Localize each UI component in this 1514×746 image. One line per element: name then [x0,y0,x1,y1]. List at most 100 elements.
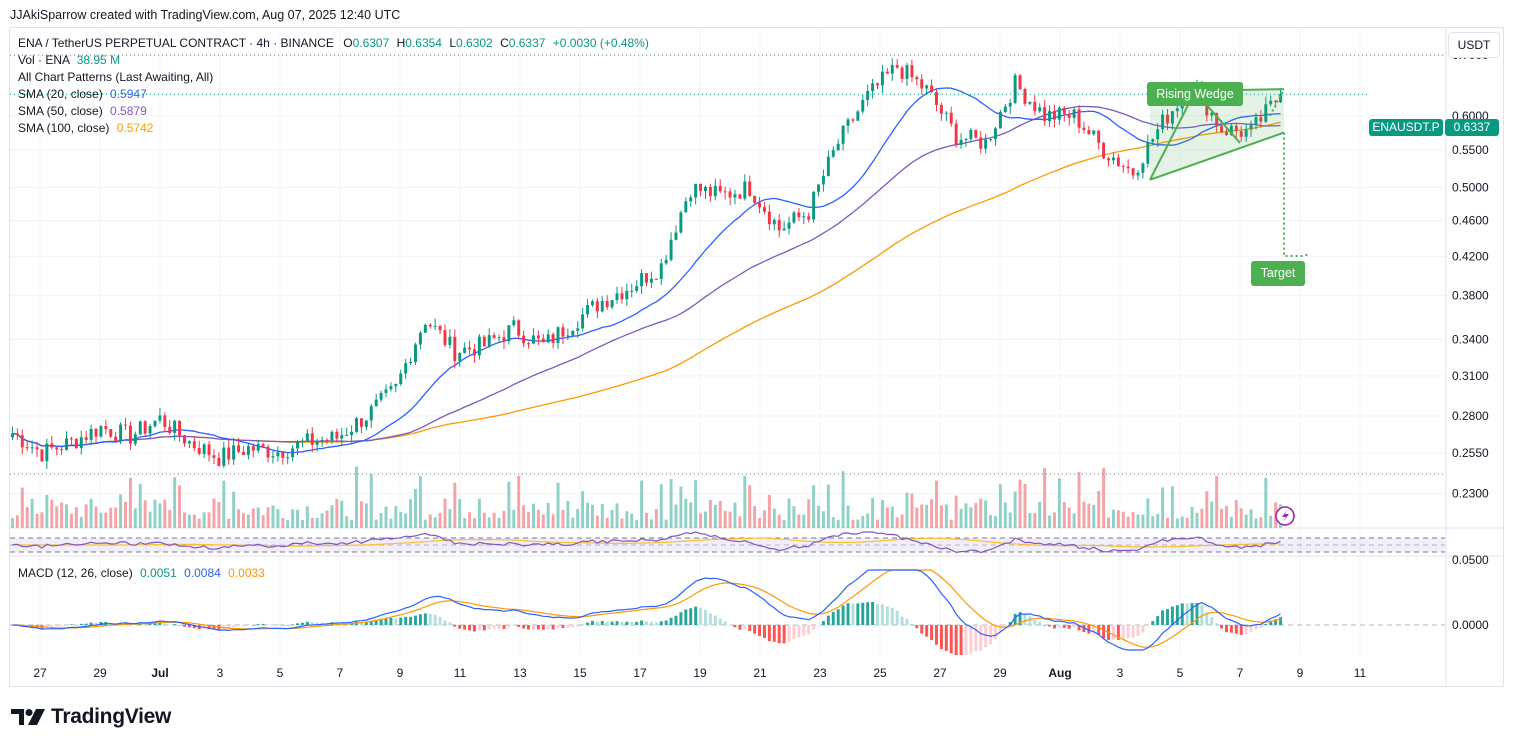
candle-body [1116,157,1120,166]
macd-histogram-bar [1062,625,1066,628]
volume-bar [880,499,884,528]
macd-histogram-bar [640,620,644,625]
candle-body [531,335,535,344]
candle-body [713,185,717,197]
volume-bar [590,504,594,528]
macd-histogram-bar [974,625,978,652]
macd-histogram-bar [1141,625,1145,633]
price-axis-label: 0.5500 [1452,143,1489,157]
macd-histogram-bar [163,623,167,625]
macd-histogram-bar [738,625,742,630]
volume-bar [586,502,589,528]
sma20-legend[interactable]: SMA (20, close) 0.5947 [18,86,147,103]
macd-legend[interactable]: MACD (12, 26, close) 0.0051 0.0084 0.003… [18,565,265,582]
macd-axis-label: 0.0000 [1452,618,1489,632]
macd-histogram-bar [512,625,516,626]
volume-bar [1161,487,1165,528]
volume-bar [959,508,963,528]
volume-bar [944,504,948,528]
candle-body [207,444,211,456]
macd-histogram-bar [762,625,766,639]
macd-histogram-bar [89,622,93,625]
volume-bar [25,507,29,528]
volume-bar [782,519,786,528]
volume-bar [124,501,127,528]
target-label[interactable]: Target [1251,261,1305,286]
macd-histogram-bar [300,622,304,625]
macd-histogram-bar [871,601,875,625]
candle-body [930,85,934,93]
volume-bar [910,493,914,528]
ohlc-low-label: L [449,36,457,50]
volume-bar [158,503,162,528]
patterns-legend[interactable]: All Chart Patterns (Last Awaiting, All) [18,69,213,86]
candle-body [802,216,806,218]
macd-histogram-bar [251,624,255,626]
macd-histogram-bar [276,624,280,626]
candle-body [104,426,108,430]
volume-bar [1028,513,1032,528]
time-axis-label: 27 [33,666,47,680]
candle-body [871,83,875,91]
lightning-icon[interactable] [1275,506,1295,526]
candle-body [1259,117,1263,122]
volume-bar [802,514,806,528]
sma50-legend[interactable]: SMA (50, close) 0.5879 [18,103,147,120]
candle-body [192,441,196,449]
candle-body [1126,166,1130,169]
volume-bar [276,509,280,528]
tradingview-logo[interactable]: TradingView [11,705,171,729]
macd-histogram-bar [1008,622,1012,625]
macd-histogram-bar [777,625,781,644]
candle-body [782,228,786,231]
volume-bar [65,504,68,528]
symbol-title[interactable]: ENA / TetherUS PERPETUAL CONTRACT · 4h ·… [18,36,334,50]
macd-label: MACD (12, 26, close) [18,566,133,580]
macd-histogram-bar [310,622,314,625]
candle-body [158,415,162,421]
macd-histogram-bar [286,625,290,626]
sma100-legend[interactable]: SMA (100, close) 0.5742 [18,120,153,137]
volume-bar [1234,499,1238,528]
macd-histogram-bar [192,625,196,629]
rising-wedge-label[interactable]: Rising Wedge [1147,82,1243,106]
candle-body [964,138,968,140]
macd-histogram-bar [787,625,791,642]
volume-bar [836,519,840,528]
candle-body [359,418,363,427]
volume-bar [404,513,408,528]
ohlc-open-label: O [343,36,353,50]
volume-bar [433,517,437,528]
volume-bar [325,510,329,528]
macd-histogram-bar [561,625,565,629]
sma20-label: SMA (20, close) [18,87,103,101]
candle-body [1033,101,1037,112]
volume-label: Vol · ENA [18,53,70,67]
candle-body [699,183,703,192]
macd-hist-value: 0.0051 [140,566,177,580]
candle-body [1239,131,1243,137]
price-axis-label: 0.2800 [1452,409,1489,423]
candle-body [330,431,334,441]
currency-unit-button[interactable]: USDT [1448,32,1500,58]
volume-bar [699,513,703,528]
candle-body [1121,165,1125,167]
macd-histogram-bar [704,609,707,625]
macd-signal-line [12,569,1281,648]
volume-bar [753,506,757,528]
volume-bar [359,501,363,528]
macd-histogram-bar [979,625,983,651]
volume-bar [522,505,526,528]
volume-legend[interactable]: Vol · ENA 38.95 M [18,52,120,69]
candle-body [1175,108,1179,112]
volume-bar [861,515,865,528]
candle-body [679,212,683,233]
price-axis-label: 0.3400 [1452,333,1489,347]
candle-body [743,181,747,199]
volume-bar [1151,516,1155,528]
volume-bar [905,492,909,528]
volume-bar [379,513,383,528]
candle-body [1166,114,1169,124]
candle-body [551,334,555,343]
